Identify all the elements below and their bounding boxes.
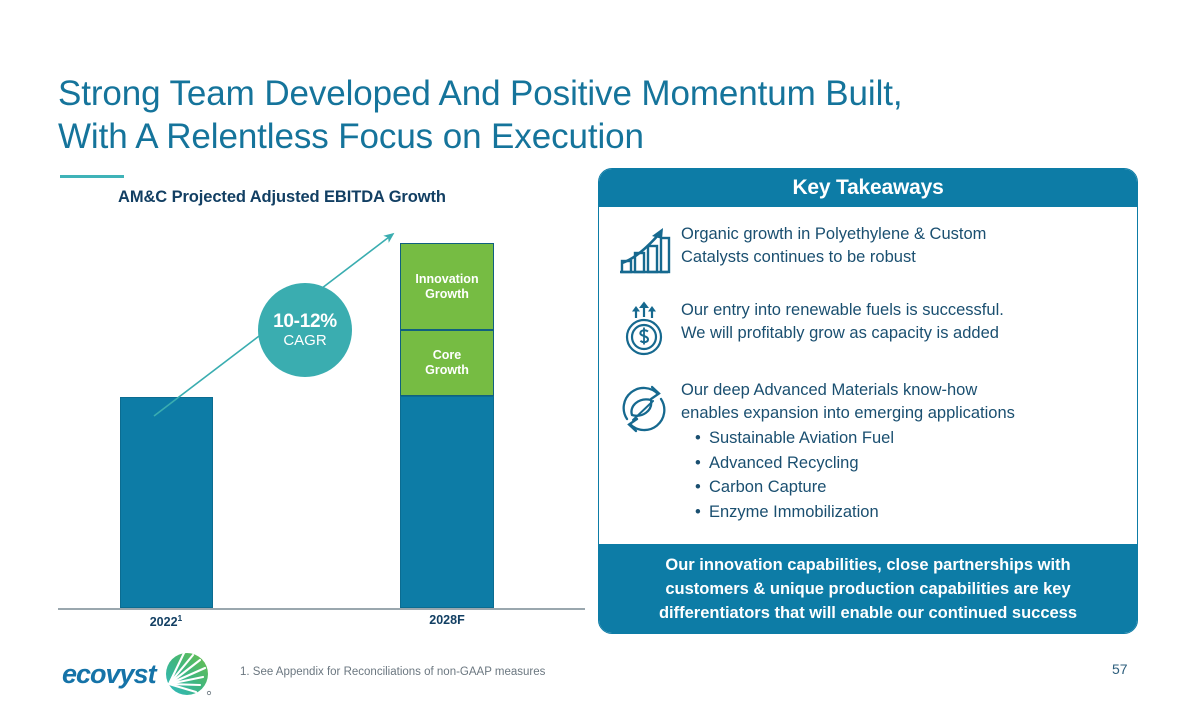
bar-segment-core-growth: Core Growth xyxy=(400,330,494,396)
bar-2028-base xyxy=(400,396,494,608)
title-accent-rule xyxy=(60,175,124,178)
takeaway-line-2: Catalysts continues to be robust xyxy=(681,248,916,266)
takeaway-line-1: Our entry into renewable fuels is succes… xyxy=(681,301,1004,319)
innovation-growth-label: Innovation Growth xyxy=(401,272,493,302)
page-title-line-2: With A Relentless Focus on Execution xyxy=(58,117,644,156)
takeaway-line-1: Our deep Advanced Materials know-how xyxy=(681,381,978,399)
bar-chart-growth-icon xyxy=(613,223,675,277)
takeaway-line-2: enables expansion into emerging applicat… xyxy=(681,404,1015,422)
page-number: 57 xyxy=(1112,661,1128,677)
takeaway-text: Organic growth in Polyethylene & Custom … xyxy=(675,223,1123,269)
core-growth-label-line-2: Growth xyxy=(425,363,469,377)
leaf-recycle-icon xyxy=(613,379,675,437)
ecovyst-logo-wordmark: ecovyst xyxy=(62,658,157,689)
cagr-annotation-bubble: 10-12% CAGR xyxy=(258,283,352,377)
takeaway-item: Our deep Advanced Materials know-how ena… xyxy=(613,379,1123,524)
core-growth-label: Core Growth xyxy=(401,348,493,378)
sub-bullet-item: Enzyme Immobilization xyxy=(681,500,1123,525)
chart-baseline-axis xyxy=(58,608,585,610)
ebitda-growth-chart: AM&C Projected Adjusted EBITDA Growth Co… xyxy=(0,0,600,660)
dollar-coin-growth-icon xyxy=(613,299,675,357)
takeaway-sub-bullet-list: Sustainable Aviation Fuel Advanced Recyc… xyxy=(681,426,1123,524)
key-takeaways-body: Organic growth in Polyethylene & Custom … xyxy=(599,207,1137,546)
takeaway-item: Our entry into renewable fuels is succes… xyxy=(613,299,1123,357)
sub-bullet-item: Sustainable Aviation Fuel xyxy=(681,426,1123,451)
innovation-growth-label-line-2: Growth xyxy=(425,286,469,301)
bar-segment-innovation-growth: Innovation Growth xyxy=(400,243,494,330)
takeaway-item: Organic growth in Polyethylene & Custom … xyxy=(613,223,1123,277)
sub-bullet-item: Advanced Recycling xyxy=(681,451,1123,476)
summary-line-2: customers & unique production capabiliti… xyxy=(665,579,1071,598)
chart-title: AM&C Projected Adjusted EBITDA Growth xyxy=(118,188,446,206)
takeaway-line-2: We will profitably grow as capacity is a… xyxy=(681,324,999,342)
x-axis-tick-2022-footnote-marker: 1 xyxy=(177,613,183,623)
x-axis-tick-2022: 20221 xyxy=(96,613,236,629)
footnote-text: 1. See Appendix for Reconciliations of n… xyxy=(240,666,546,678)
page-title: Strong Team Developed And Positive Momen… xyxy=(58,72,1118,158)
takeaway-text: Our entry into renewable fuels is succes… xyxy=(675,299,1123,345)
key-takeaways-summary-banner: Our innovation capabilities, close partn… xyxy=(599,544,1137,633)
key-takeaways-header: Key Takeaways xyxy=(599,169,1137,207)
x-axis-tick-2028: 2028F xyxy=(429,613,465,627)
summary-line-1: Our innovation capabilities, close partn… xyxy=(665,555,1071,574)
innovation-growth-label-line-1: Innovation xyxy=(415,271,479,286)
core-growth-label-line-1: Core xyxy=(432,348,462,362)
sub-bullet-item: Carbon Capture xyxy=(681,475,1123,500)
takeaway-line-1: Organic growth in Polyethylene & Custom xyxy=(681,225,987,243)
ecovyst-logo: ecovyst xyxy=(62,650,214,698)
takeaway-text: Our deep Advanced Materials know-how ena… xyxy=(675,379,1123,524)
key-takeaways-panel: Key Takeaways Organic growt xyxy=(598,168,1138,634)
page-title-line-1: Strong Team Developed And Positive Momen… xyxy=(58,74,903,113)
cagr-unit-label: CAGR xyxy=(283,331,327,349)
cagr-value: 10-12% xyxy=(273,310,337,332)
bar-2022 xyxy=(120,397,213,608)
x-axis-tick-2022-text: 2022 xyxy=(149,615,178,630)
summary-line-3: differentiators that will enable our con… xyxy=(658,603,1078,622)
ecovyst-logo-mark-icon xyxy=(165,651,211,696)
